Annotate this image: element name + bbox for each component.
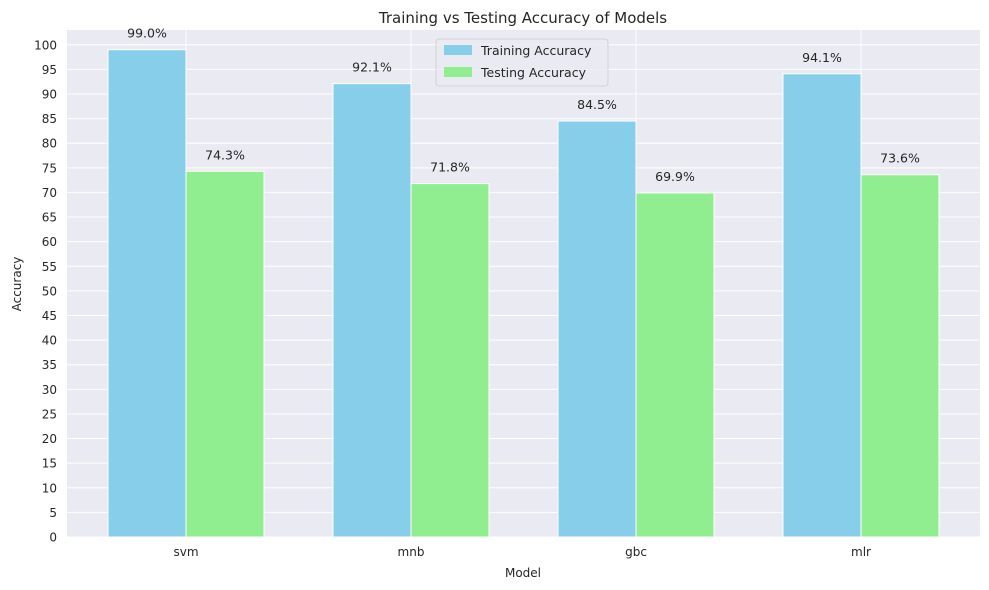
y-tick-label: 70 — [42, 186, 57, 200]
y-axis-ticks: 0 5 10 15 20 25 30 35 40 45 50 55 60 65 70 75 80 85 90 95 10… — [34, 38, 57, 544]
x-tick-label-mlr: mlr — [851, 545, 871, 559]
bar-training-mlr — [782, 73, 862, 538]
data-label-testing-svm: 74.3% — [205, 147, 245, 162]
y-tick-label: 10 — [42, 481, 57, 495]
data-label-testing-mlr: 73.6% — [880, 151, 920, 166]
y-tick-label: 90 — [42, 87, 57, 101]
y-tick-label: 25 — [42, 407, 57, 421]
bar-training-mnb — [332, 83, 412, 538]
x-tick-label-mnb: mnb — [398, 545, 425, 559]
data-label-testing-gbc: 69.9% — [655, 169, 695, 184]
data-label-training-gbc: 84.5% — [577, 97, 617, 112]
y-tick-label: 15 — [42, 457, 57, 471]
chart-title: Training vs Testing Accuracy of Models — [378, 9, 667, 27]
y-tick-label: 40 — [42, 334, 57, 348]
y-tick-label: 35 — [42, 358, 57, 372]
legend: Training Accuracy Testing Accuracy — [435, 38, 609, 87]
y-tick-label: 30 — [42, 383, 57, 397]
data-label-testing-mnb: 71.8% — [430, 160, 470, 175]
y-tick-label: 60 — [42, 235, 57, 249]
legend-box — [435, 38, 609, 87]
y-tick-label: 85 — [42, 112, 57, 126]
x-tick-label-gbc: gbc — [625, 545, 647, 559]
data-labels: 99.0% 92.1% 84.5% 94.1% 74.3% 71.8% 69.9% 73.6% — [127, 26, 920, 184]
data-label-training-svm: 99.0% — [127, 26, 167, 41]
x-axis-label: Model — [505, 566, 541, 580]
y-tick-label: 100 — [34, 38, 57, 52]
y-axis-label: Accuracy — [10, 257, 24, 312]
y-tick-label: 80 — [42, 137, 57, 151]
data-label-training-mnb: 92.1% — [352, 60, 392, 75]
y-tick-label: 20 — [42, 432, 57, 446]
x-tick-label-svm: svm — [173, 545, 198, 559]
y-tick-label: 55 — [42, 260, 57, 274]
y-tick-label: 0 — [49, 531, 57, 545]
bar-training-svm — [107, 49, 187, 538]
x-axis-ticks: svm mnb gbc mlr — [173, 545, 871, 559]
bar-testing-svm — [185, 170, 265, 538]
bar-training-gbc — [557, 120, 637, 538]
y-tick-label: 65 — [42, 211, 57, 225]
bar-testing-mlr — [860, 174, 940, 538]
legend-swatch-training — [444, 45, 472, 55]
y-tick-label: 95 — [42, 63, 57, 77]
legend-swatch-testing — [444, 67, 472, 77]
legend-label-training: Training Accuracy — [480, 43, 592, 58]
bar-testing-mnb — [410, 183, 490, 538]
y-tick-label: 50 — [42, 284, 57, 298]
bars — [107, 49, 940, 538]
y-tick-label: 5 — [49, 506, 57, 520]
y-tick-label: 45 — [42, 309, 57, 323]
y-tick-label: 75 — [42, 161, 57, 175]
legend-label-testing: Testing Accuracy — [480, 65, 587, 80]
bar-testing-gbc — [635, 192, 715, 538]
data-label-training-mlr: 94.1% — [802, 50, 842, 65]
